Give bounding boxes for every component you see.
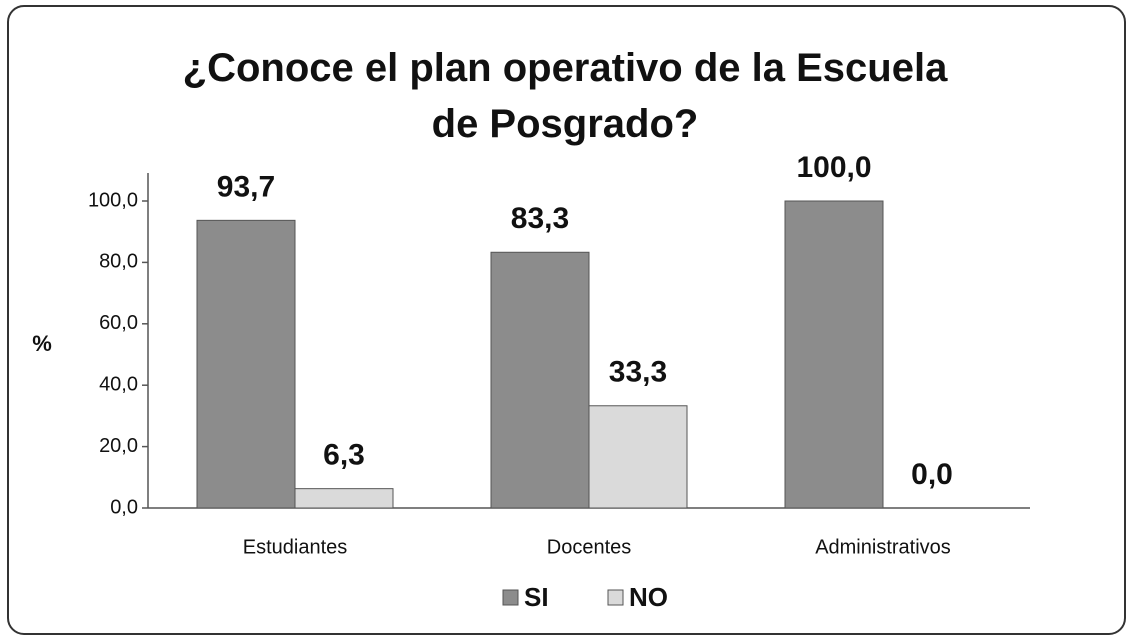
chart-title: ¿Conoce el plan operativo de la Escuela … (182, 46, 948, 146)
value-label: 93,7 (217, 170, 275, 203)
y-axis-label: % (32, 331, 52, 356)
value-label: 33,3 (609, 356, 667, 389)
bar (490, 251, 590, 509)
legend-label: NO (629, 582, 668, 612)
value-label: 83,3 (511, 202, 569, 235)
y-tick-label: 60,0 (99, 312, 138, 334)
y-tick-label: 100,0 (88, 189, 138, 211)
bar (784, 200, 884, 509)
value-label: 6,3 (323, 439, 365, 472)
y-tick-label: 40,0 (99, 373, 138, 395)
value-label: 100,0 (796, 151, 871, 184)
bar (294, 488, 394, 509)
legend-swatch (502, 589, 519, 606)
legend-label: SI (524, 582, 549, 612)
bar (588, 405, 688, 509)
x-tick-label: Docentes (547, 536, 632, 558)
bar (196, 219, 296, 509)
y-tick-label: 80,0 (99, 251, 138, 273)
x-tick-label: Estudiantes (243, 536, 348, 558)
value-label: 0,0 (911, 458, 953, 491)
x-tick-label: Administrativos (815, 536, 951, 558)
legend-swatch (607, 589, 624, 606)
chart-border (7, 5, 1126, 635)
y-tick-label: 20,0 (99, 435, 138, 457)
y-tick-label: 0,0 (110, 496, 138, 518)
